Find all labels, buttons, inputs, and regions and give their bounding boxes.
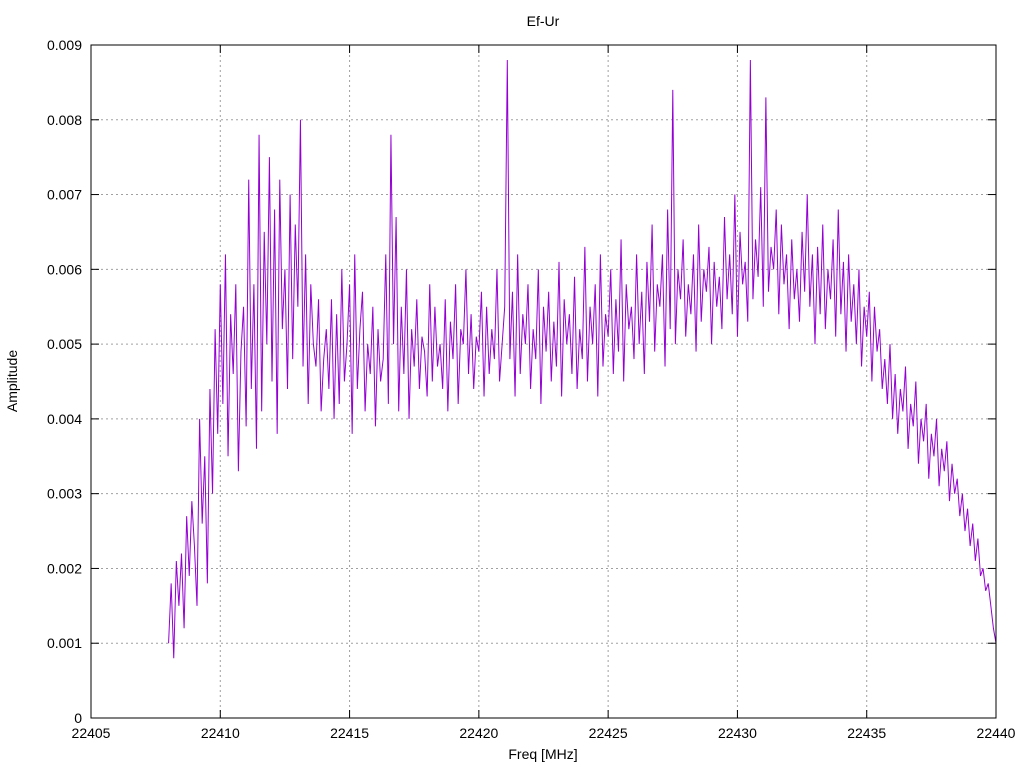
x-tick-label: 22420 xyxy=(459,725,498,741)
x-tick-label: 22405 xyxy=(72,725,111,741)
chart-title: Ef-Ur xyxy=(527,13,560,29)
x-axis-label: Freq [MHz] xyxy=(508,746,577,762)
y-tick-label: 0.009 xyxy=(47,37,82,53)
x-tick-label: 22430 xyxy=(718,725,757,741)
x-tick-label: 22435 xyxy=(847,725,886,741)
y-tick-label: 0.003 xyxy=(47,486,82,502)
x-tick-label: 22425 xyxy=(589,725,628,741)
y-tick-label: 0.004 xyxy=(47,411,82,427)
y-axis-label: Amplitude xyxy=(4,350,20,412)
series-group xyxy=(168,59,997,659)
x-tick-label: 22415 xyxy=(330,725,369,741)
y-tick-label: 0.008 xyxy=(47,112,82,128)
y-tick-label: 0.006 xyxy=(47,261,82,277)
y-tick-label: 0.001 xyxy=(47,635,82,651)
grid xyxy=(91,45,996,718)
plot-area-frame xyxy=(90,44,997,719)
y-tick-label: 0.007 xyxy=(47,187,82,203)
x-tick-label: 22440 xyxy=(977,725,1016,741)
y-tick-label: 0 xyxy=(74,710,82,726)
axis-ticks xyxy=(90,44,997,719)
y-tick-label: 0.002 xyxy=(47,560,82,576)
x-tick-label: 22410 xyxy=(201,725,240,741)
series-line xyxy=(168,59,997,659)
y-tick-label: 0.005 xyxy=(47,336,82,352)
tick-labels: 0 0.001 0.002 0.003 0.004 0.005 0.006 0.007 0.00… xyxy=(47,37,1016,741)
